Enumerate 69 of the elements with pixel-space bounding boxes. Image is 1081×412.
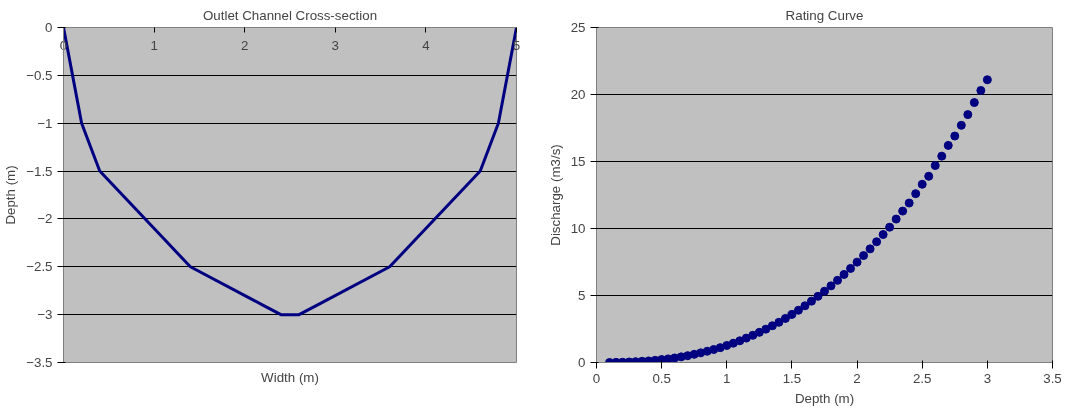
- point: [924, 171, 934, 181]
- point: [917, 179, 927, 189]
- point: [943, 140, 953, 150]
- point: [806, 296, 816, 306]
- x-tick-label: 2.5: [912, 370, 932, 386]
- x-tick-label: 3: [983, 370, 992, 386]
- x-tick-label: 3.5: [1043, 370, 1062, 386]
- y-tick-label: 5: [578, 288, 586, 303]
- point: [754, 327, 764, 337]
- point: [859, 251, 869, 261]
- point: [904, 198, 914, 208]
- point: [787, 309, 797, 319]
- point: [963, 110, 973, 120]
- x-axis-title: Width (m): [261, 369, 319, 385]
- y-tick-label: −2: [37, 211, 53, 227]
- point: [878, 230, 888, 240]
- point: [767, 321, 777, 331]
- y-tick-label: 15: [570, 154, 586, 169]
- point: [976, 85, 986, 95]
- point: [950, 131, 960, 141]
- x-axis-title: Depth (m): [794, 390, 855, 406]
- y-tick-label: −3.5: [26, 355, 53, 370]
- x-tick-label: 1: [723, 370, 731, 386]
- y-tick-label: −0.5: [26, 67, 53, 83]
- y-tick-label: −1: [37, 115, 53, 131]
- x-tick-label: 0: [592, 370, 601, 386]
- point: [969, 98, 979, 108]
- point: [826, 281, 836, 291]
- point: [813, 291, 823, 301]
- point: [956, 120, 966, 130]
- y-axis-title: Depth (m): [3, 165, 19, 225]
- point: [982, 75, 992, 85]
- x-tick-label: 1.5: [782, 370, 802, 386]
- y-tick-label: 10: [570, 221, 586, 236]
- y-axis-title: Discharge (m3/s): [547, 144, 563, 246]
- chart-title: Rating Curve: [785, 7, 864, 23]
- point: [833, 275, 843, 285]
- x-tick-label: 2: [853, 370, 861, 386]
- x-tick-label: 0.5: [652, 370, 671, 386]
- point: [911, 189, 921, 199]
- point: [761, 324, 771, 334]
- point: [800, 301, 810, 311]
- y-tick-label: 20: [570, 87, 586, 102]
- x-tick-label: 2: [240, 37, 249, 53]
- y-tick-label: 0: [45, 20, 53, 35]
- point: [937, 151, 947, 161]
- point: [872, 237, 882, 247]
- x-tick-label: 3: [331, 37, 340, 53]
- y-tick-label: 25: [570, 20, 586, 35]
- point: [865, 244, 875, 254]
- point: [839, 269, 849, 279]
- point: [852, 257, 862, 267]
- point: [885, 222, 895, 232]
- point: [930, 161, 940, 171]
- y-tick-label: −2.5: [26, 259, 53, 275]
- point: [780, 313, 790, 323]
- y-tick-label: −3: [37, 307, 53, 323]
- point: [898, 206, 908, 216]
- point: [820, 286, 829, 296]
- x-tick-label: 1: [150, 37, 158, 53]
- point: [846, 263, 856, 273]
- y-tick-label: 0: [578, 355, 586, 370]
- point: [741, 333, 751, 343]
- point: [891, 214, 901, 224]
- x-tick-label: 4: [422, 37, 431, 53]
- y-tick-label: −1.5: [26, 163, 53, 179]
- point: [774, 317, 784, 327]
- chart-title: Outlet Channel Cross-section: [202, 7, 378, 23]
- point: [793, 305, 803, 315]
